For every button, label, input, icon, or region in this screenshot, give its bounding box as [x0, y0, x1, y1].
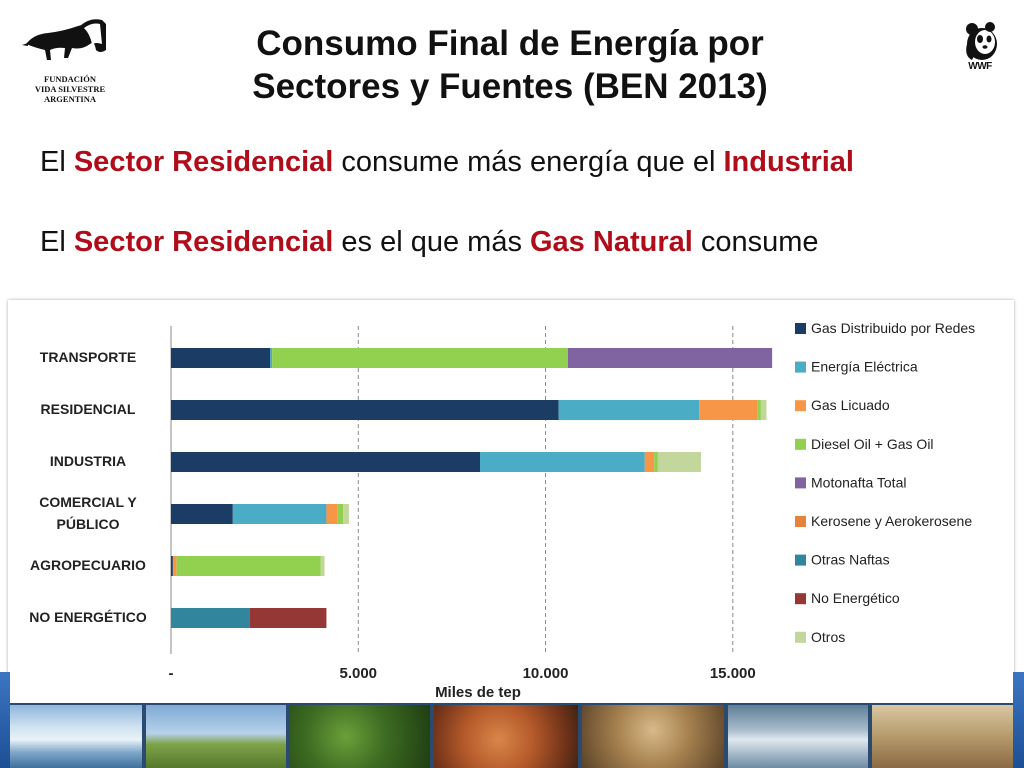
- category-label-1: RESIDENCIAL: [41, 401, 136, 417]
- bar-2-1: [479, 452, 645, 472]
- statement-1-part-1: El: [40, 146, 74, 178]
- title-line-1: Consumo Final de Energía por: [256, 24, 764, 63]
- category-label-1-line-0: RESIDENCIAL: [41, 401, 136, 417]
- x-tick-label-2: 10.000: [523, 665, 569, 682]
- bar-0-1: [270, 348, 273, 368]
- bar-0-0: [171, 348, 271, 368]
- left-edge-band: [0, 672, 10, 768]
- wind-farm-photo: [146, 705, 286, 768]
- beach-photo: [872, 705, 1024, 768]
- statement-2-part-2: Sector Residencial: [73, 226, 334, 258]
- category-label-2: INDUSTRIA: [50, 453, 126, 469]
- legend-swatch-7: [795, 593, 806, 605]
- legend-label-6: Otras Naftas: [811, 552, 890, 568]
- glacier-photo: [0, 705, 142, 768]
- category-label-4: AGROPECUARIO: [30, 557, 146, 573]
- statement-2-part-1: El: [40, 226, 74, 258]
- logo-line-1: FUNDACIÓN: [44, 74, 96, 84]
- wwf-logo: WWF: [958, 22, 1002, 76]
- bar-3-8: [343, 504, 349, 524]
- armadillo-photo: [582, 705, 724, 768]
- category-label-5-line-0: NO ENERGÉTICO: [29, 609, 147, 625]
- stacked-bar-chart: TRANSPORTE RESIDENCIAL INDUSTRIA COMERCIAL …: [29, 320, 975, 701]
- category-label-4-line-0: AGROPECUARIO: [30, 557, 146, 573]
- category-label-3: COMERCIAL Y PÚBLICO: [39, 494, 137, 532]
- bar-1-1: [558, 400, 700, 420]
- chart-panel: TRANSPORTE RESIDENCIAL INDUSTRIA COMERCIAL …: [8, 300, 1014, 703]
- statement-1-part-3: consume más energía que el: [333, 146, 724, 178]
- photo-strip: [0, 703, 1024, 768]
- bar-0-3: [272, 348, 569, 368]
- wwf-wordmark: WWF: [968, 61, 992, 72]
- statement-residential-vs-industrial: El Sector Residencial consume más energí…: [40, 146, 854, 179]
- bar-5-7: [249, 608, 327, 628]
- legend-swatch-6: [795, 554, 806, 566]
- statement-residential-natural-gas: El Sector Residencial es el que más Gas …: [40, 226, 819, 259]
- bar-0-4: [568, 348, 773, 368]
- fundacion-vida-silvestre-logo: FUNDACIÓN VIDA SILVESTRE ARGENTINA: [20, 14, 120, 109]
- x-tick-label-1: 5.000: [339, 665, 377, 682]
- bar-5-6: [171, 608, 250, 628]
- legend-swatch-4: [795, 477, 806, 489]
- bar-4-2: [172, 556, 177, 576]
- logo-line-3: ARGENTINA: [44, 94, 96, 104]
- logo-line-2: VIDA SILVESTRE: [34, 84, 106, 94]
- bar-1-0: [171, 400, 559, 420]
- bar-3-3: [337, 504, 344, 524]
- panda-icon: [966, 22, 997, 60]
- legend-swatch-0: [795, 323, 806, 334]
- bar-2-0: [171, 452, 480, 472]
- category-label-0-line-0: TRANSPORTE: [40, 349, 136, 365]
- legend-label-4: Motonafta Total: [811, 474, 906, 490]
- bar-4-0: [171, 556, 173, 576]
- legend-label-7: No Energético: [811, 590, 900, 606]
- anteater-icon: [22, 19, 106, 60]
- legend-swatch-2: [795, 400, 806, 412]
- legend-label-5: Kerosene y Aerokerosene: [811, 513, 972, 529]
- fish-photo: [728, 705, 868, 768]
- statement-2-part-3: es el que más: [333, 226, 530, 258]
- legend-label-8: Otros: [811, 629, 845, 645]
- legend-label-1: Energía Eléctrica: [811, 359, 918, 375]
- slide-title: Consumo Final de Energía por Sectores y …: [150, 22, 870, 108]
- x-axis-title: Miles de tep: [435, 684, 521, 701]
- legend-swatch-3: [795, 438, 806, 450]
- statement-2-part-5: consume: [692, 226, 819, 258]
- bar-2-8: [657, 452, 701, 472]
- x-tick-label-3: 15.000: [710, 665, 756, 682]
- bar-1-2: [699, 400, 758, 420]
- category-label-5: NO ENERGÉTICO: [29, 609, 147, 625]
- legend-label-2: Gas Licuado: [811, 397, 890, 413]
- bar-2-3: [654, 452, 658, 472]
- bar-3-1: [232, 504, 327, 524]
- category-label-2-line-0: INDUSTRIA: [50, 453, 126, 469]
- category-label-3-line-1: PÚBLICO: [57, 515, 120, 532]
- tree-trunk-photo: [434, 705, 578, 768]
- legend-swatch-5: [795, 516, 806, 527]
- legend-swatch-1: [795, 361, 806, 373]
- x-tick-label-0: -: [169, 665, 174, 682]
- bar-2-2: [644, 452, 655, 472]
- category-label-3-line-0: COMERCIAL Y: [39, 494, 137, 510]
- right-edge-band: [1013, 672, 1024, 768]
- legend-label-3: Diesel Oil + Gas Oil: [811, 436, 934, 452]
- statement-1-part-4: Industrial: [723, 146, 854, 178]
- legend-swatch-8: [795, 631, 806, 643]
- statement-2-part-4: Gas Natural: [530, 226, 693, 258]
- fern-photo: [290, 705, 430, 768]
- bar-3-2: [326, 504, 338, 524]
- bar-1-3: [757, 400, 761, 420]
- category-label-0: TRANSPORTE: [40, 349, 136, 365]
- bar-1-8: [760, 400, 767, 420]
- bar-4-3: [176, 556, 321, 576]
- legend-label-0: Gas Distribuido por Redes: [811, 320, 975, 336]
- statement-1-part-2: Sector Residencial: [73, 146, 334, 178]
- bar-3-0: [171, 504, 233, 524]
- title-line-2: Sectores y Fuentes (BEN 2013): [252, 67, 768, 106]
- bar-4-8: [320, 556, 325, 576]
